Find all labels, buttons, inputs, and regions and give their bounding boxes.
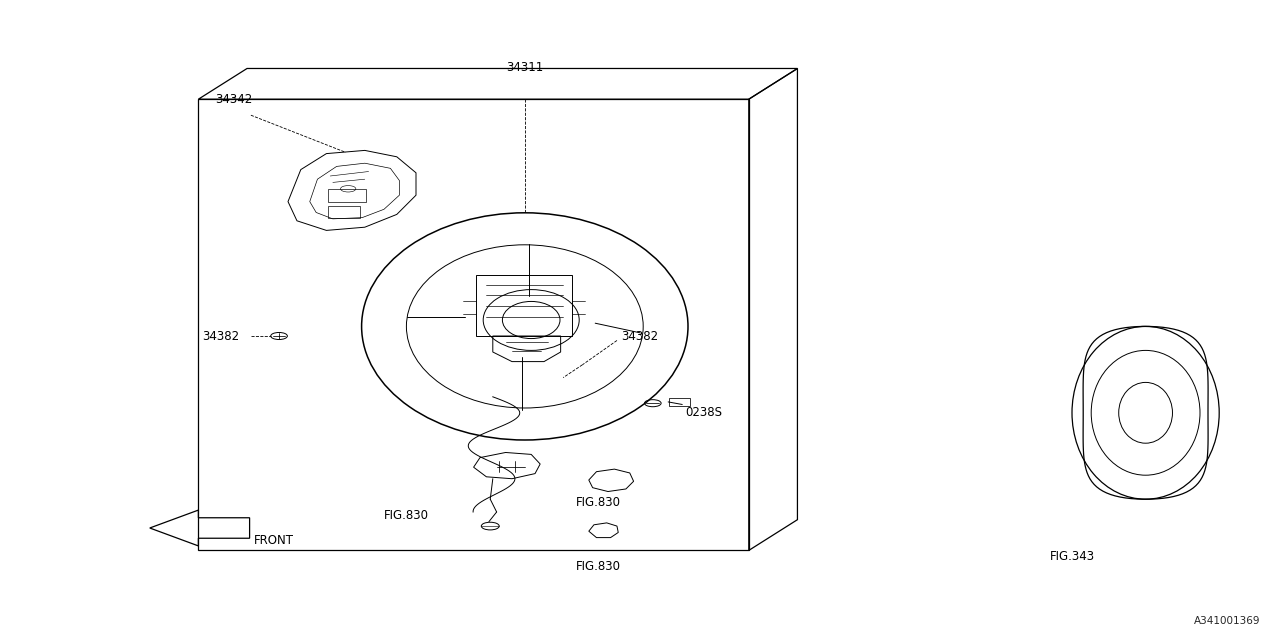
Bar bbox=[328, 189, 366, 202]
Bar bbox=[328, 206, 360, 218]
Text: FIG.830: FIG.830 bbox=[576, 560, 621, 573]
Text: FIG.830: FIG.830 bbox=[576, 496, 621, 509]
Text: 34382: 34382 bbox=[202, 330, 239, 342]
Bar bbox=[669, 398, 690, 406]
Text: 0238S: 0238S bbox=[685, 406, 722, 419]
Text: FRONT: FRONT bbox=[253, 534, 293, 547]
Text: FIG.830: FIG.830 bbox=[384, 509, 429, 522]
Text: 34342: 34342 bbox=[215, 93, 252, 106]
Text: 34311: 34311 bbox=[506, 61, 544, 74]
Text: A341001369: A341001369 bbox=[1194, 616, 1261, 626]
Text: 34382: 34382 bbox=[621, 330, 658, 342]
Text: FIG.343: FIG.343 bbox=[1050, 550, 1094, 563]
